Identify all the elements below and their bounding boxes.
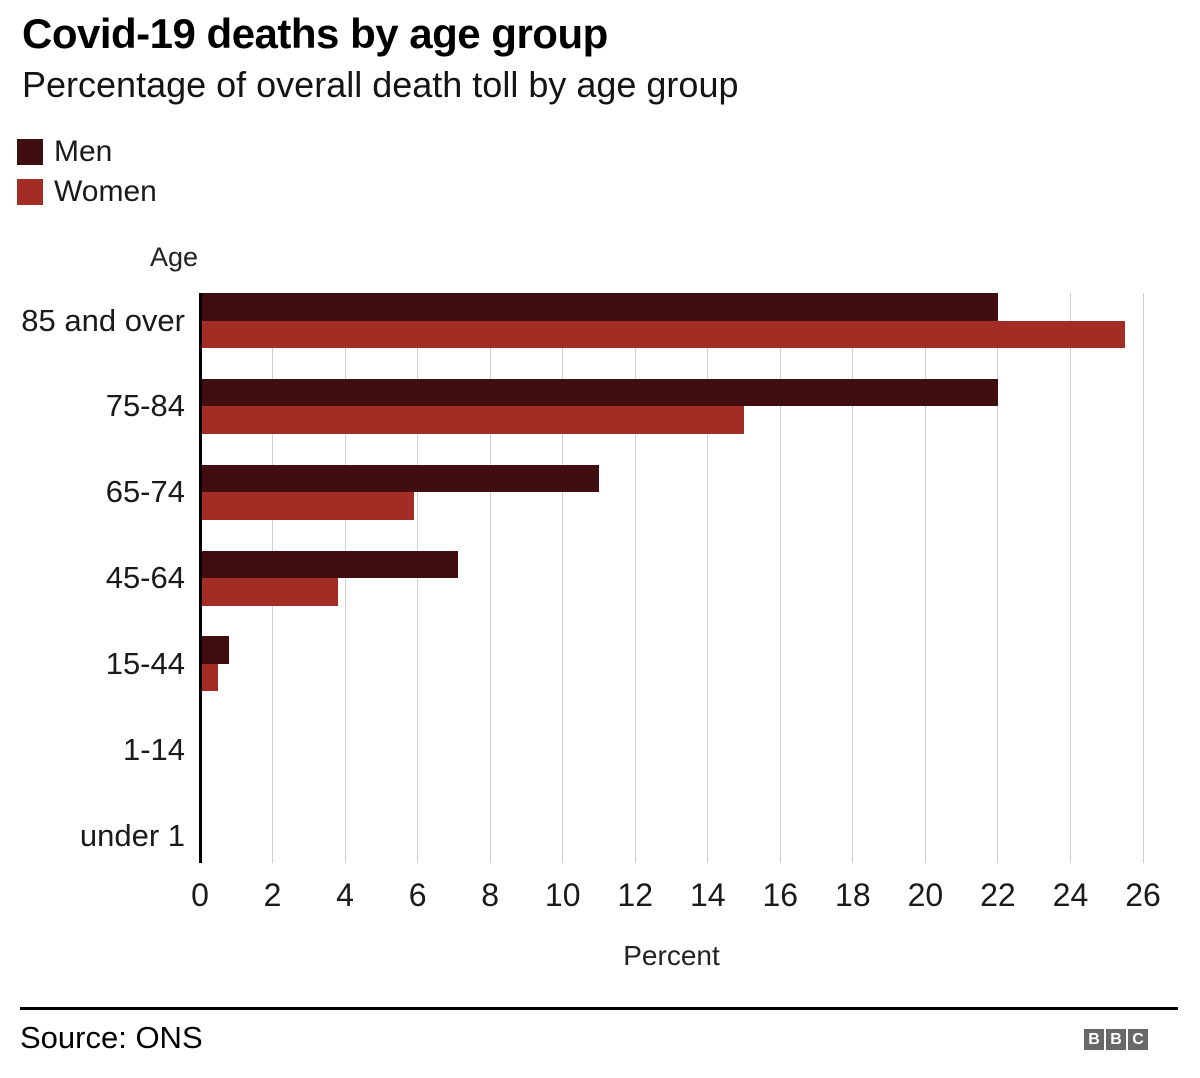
x-tick-label-18: 18: [835, 877, 871, 913]
plot-area: [199, 293, 1162, 863]
gridline-8: [489, 293, 491, 863]
gridline-14: [707, 293, 709, 863]
x-axis-ticks: 0 2 4 6 8 10 12 14 16 18 20 22 24 26: [191, 877, 1162, 917]
category-axis: 85 and over 75-84 65-74 45-64 15-44 1-14 under…: [0, 293, 185, 863]
gridline-16: [779, 293, 781, 863]
bar-men-85-and-over: [200, 293, 998, 321]
x-tick-label-0: 0: [191, 877, 209, 913]
x-tick-label-6: 6: [408, 877, 427, 913]
category-label-under-1: under 1: [79, 817, 185, 853]
bbc-logo-letter: B: [1110, 1030, 1122, 1048]
bar-men-75-84: [200, 378, 998, 407]
bar-men-45-64: [200, 550, 458, 578]
x-tick-label-20: 20: [907, 877, 944, 913]
bbc-logo-box: B: [1084, 1029, 1104, 1050]
bar-men-15-44: [200, 636, 229, 664]
category-label-75-84: 75-84: [105, 388, 185, 424]
bbc-logo: B B C: [1084, 1029, 1148, 1050]
category-label-85-and-over: 85 and over: [21, 302, 185, 338]
legend-label-women: Women: [54, 174, 157, 208]
footer-divider-line: [20, 1007, 1178, 1010]
bbc-logo-letter: B: [1088, 1030, 1100, 1048]
legend-label-men: Men: [54, 134, 113, 168]
bar-women-85-and-over: [200, 320, 1125, 348]
legend-item-women: Women: [17, 175, 157, 208]
bar-women-15-44: [200, 663, 219, 692]
legend-item-men: Men: [17, 135, 157, 168]
x-tick-label-22: 22: [980, 877, 1016, 913]
bbc-logo-box: C: [1128, 1029, 1148, 1050]
chart-title: Covid-19 deaths by age group: [22, 10, 608, 57]
legend-swatch-women: [17, 178, 43, 205]
bar-women-45-64: [200, 578, 338, 606]
gridline-4: [344, 293, 346, 863]
x-tick-label-14: 14: [689, 877, 726, 913]
x-axis-title: Percent: [623, 940, 720, 971]
bar-women-65-74: [200, 492, 414, 520]
x-tick-label-26: 26: [1125, 877, 1161, 913]
x-tick-label-16: 16: [762, 877, 799, 913]
category-label-15-44: 15-44: [105, 645, 185, 681]
gridline-24: [1069, 293, 1071, 863]
gridline-18: [852, 293, 854, 863]
gridline-20: [924, 293, 926, 863]
x-tick-label-10: 10: [544, 877, 581, 913]
y-axis-line: [199, 293, 202, 863]
bar-women-75-84: [200, 406, 745, 434]
x-tick-label-4: 4: [336, 877, 354, 913]
gridline-10: [562, 293, 564, 863]
category-label-1-14: 1-14: [122, 731, 185, 767]
chart-subtitle: Percentage of overall death toll by age …: [22, 64, 739, 105]
y-axis-title: Age: [149, 242, 198, 272]
source-label: Source: ONS: [20, 1020, 203, 1055]
legend: Men Women: [17, 135, 157, 218]
category-label-45-64: 45-64: [105, 560, 185, 595]
bbc-logo-letter: C: [1132, 1030, 1144, 1048]
legend-swatch-men: [17, 138, 43, 165]
x-tick-label-12: 12: [617, 877, 654, 913]
gridline-6: [417, 293, 419, 863]
gridline-22: [997, 293, 999, 863]
x-tick-label-8: 8: [481, 877, 500, 913]
category-label-65-74: 65-74: [105, 474, 185, 510]
x-tick-label-2: 2: [263, 877, 282, 913]
x-tick-label-24: 24: [1052, 877, 1089, 913]
gridline-12: [634, 293, 636, 863]
gridline-26: [1142, 293, 1144, 863]
bbc-logo-box: B: [1106, 1029, 1126, 1050]
bar-men-65-74: [200, 464, 599, 493]
